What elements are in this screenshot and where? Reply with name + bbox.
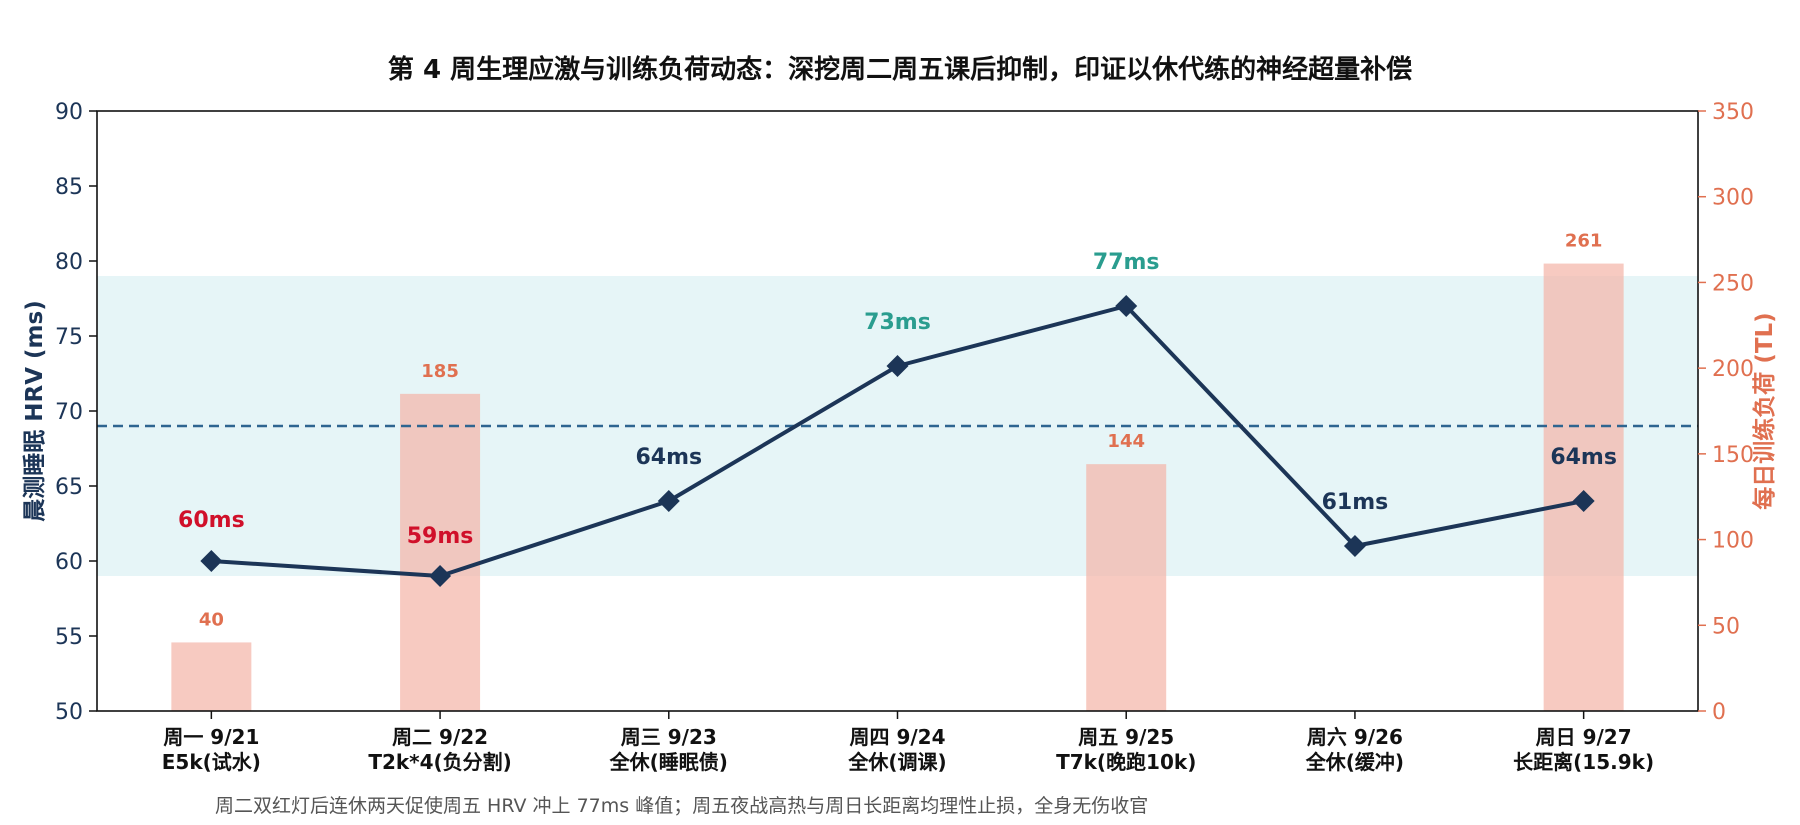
x-tick-sublabel: T2k*4(负分割) [368,750,512,774]
hrv-marker [1115,295,1138,317]
training-load-bar [400,393,481,711]
training-load-label: 261 [1565,231,1603,252]
training-load-label: 185 [421,361,459,382]
x-tick-sublabel: 全休(缓冲) [1305,750,1404,774]
left-tick-label: 50 [55,700,83,725]
right-tick-label: 150 [1712,443,1754,468]
hrv-value-labels: 60ms 59ms 64ms 73ms 77ms 61ms 64ms [178,250,1617,549]
training-load-bar [1543,263,1624,711]
left-tick-label: 70 [55,400,83,425]
left-tick-label: 65 [55,475,83,500]
x-tick-label: 周一 9/21 [163,725,259,749]
right-tick-label: 250 [1712,271,1754,296]
x-tick-sublabel: E5k(试水) [162,750,261,774]
left-axis: 50 55 60 65 70 75 80 85 90 [55,100,97,725]
x-tick-sublabel: 全休(睡眠债) [609,750,728,774]
chart-title: 第 4 周生理应激与训练负荷动态：深挖周二周五课后抑制，印证以休代练的神经超量补… [388,54,1412,85]
footnote: 周二双红灯后连休两天促使周五 HRV 冲上 77ms 峰值；周五夜战高热与周日长… [215,795,1148,817]
right-axis-title: 每日训练负荷 (TL) [1751,312,1778,509]
hrv-value-label: 73ms [864,310,931,335]
left-axis-title: 晨测睡眠 HRV (ms) [22,300,48,521]
x-tick-label: 周六 9/26 [1307,725,1403,749]
right-tick-label: 300 [1712,186,1754,211]
x-tick-label: 周三 9/23 [621,725,717,749]
hrv-markers [200,295,1595,587]
hrv-value-label: 77ms [1093,250,1160,275]
x-tick-label: 周日 9/27 [1536,725,1632,749]
x-tick-label: 周四 9/24 [849,725,945,749]
x-tick-label: 周二 9/22 [392,725,488,749]
hrv-marker [886,355,909,377]
hrv-marker [1572,490,1595,512]
right-tick-label: 100 [1712,529,1754,554]
left-tick-label: 60 [55,550,83,575]
right-tick-label: 200 [1712,357,1754,382]
left-tick-label: 75 [55,325,83,350]
hrv-value-label: 60ms [178,508,245,533]
training-load-bar [171,642,252,711]
hrv-marker [1343,535,1366,557]
hrv-marker [657,490,680,512]
x-tick-label: 周五 9/25 [1078,725,1174,749]
right-tick-label: 0 [1712,700,1726,725]
hrv-value-label: 59ms [407,524,474,549]
training-load-label: 144 [1107,431,1145,452]
x-tick-sublabel: 长距离(15.9k) [1513,750,1654,774]
hrv-value-label: 61ms [1322,490,1389,515]
training-load-bar [1086,464,1167,711]
training-load-labels: 40 185 144 261 [199,231,1603,631]
right-tick-label: 350 [1712,100,1754,125]
hrv-marker [429,565,452,587]
x-tick-sublabel: 全休(调课) [847,750,946,774]
left-tick-label: 80 [55,250,83,275]
hrv-value-label: 64ms [1550,445,1617,470]
right-tick-label: 50 [1712,614,1740,639]
training-load-bars [171,263,1624,711]
training-load-label: 40 [199,609,224,630]
left-tick-label: 55 [55,625,83,650]
hrv-value-label: 64ms [635,445,702,470]
left-tick-label: 90 [55,100,83,125]
hrv-marker [200,550,223,572]
x-tick-sublabel: T7k(晚跑10k) [1056,750,1196,774]
left-tick-label: 85 [55,175,83,200]
right-axis: 0 50 100 150 200 250 300 350 [1698,100,1754,725]
